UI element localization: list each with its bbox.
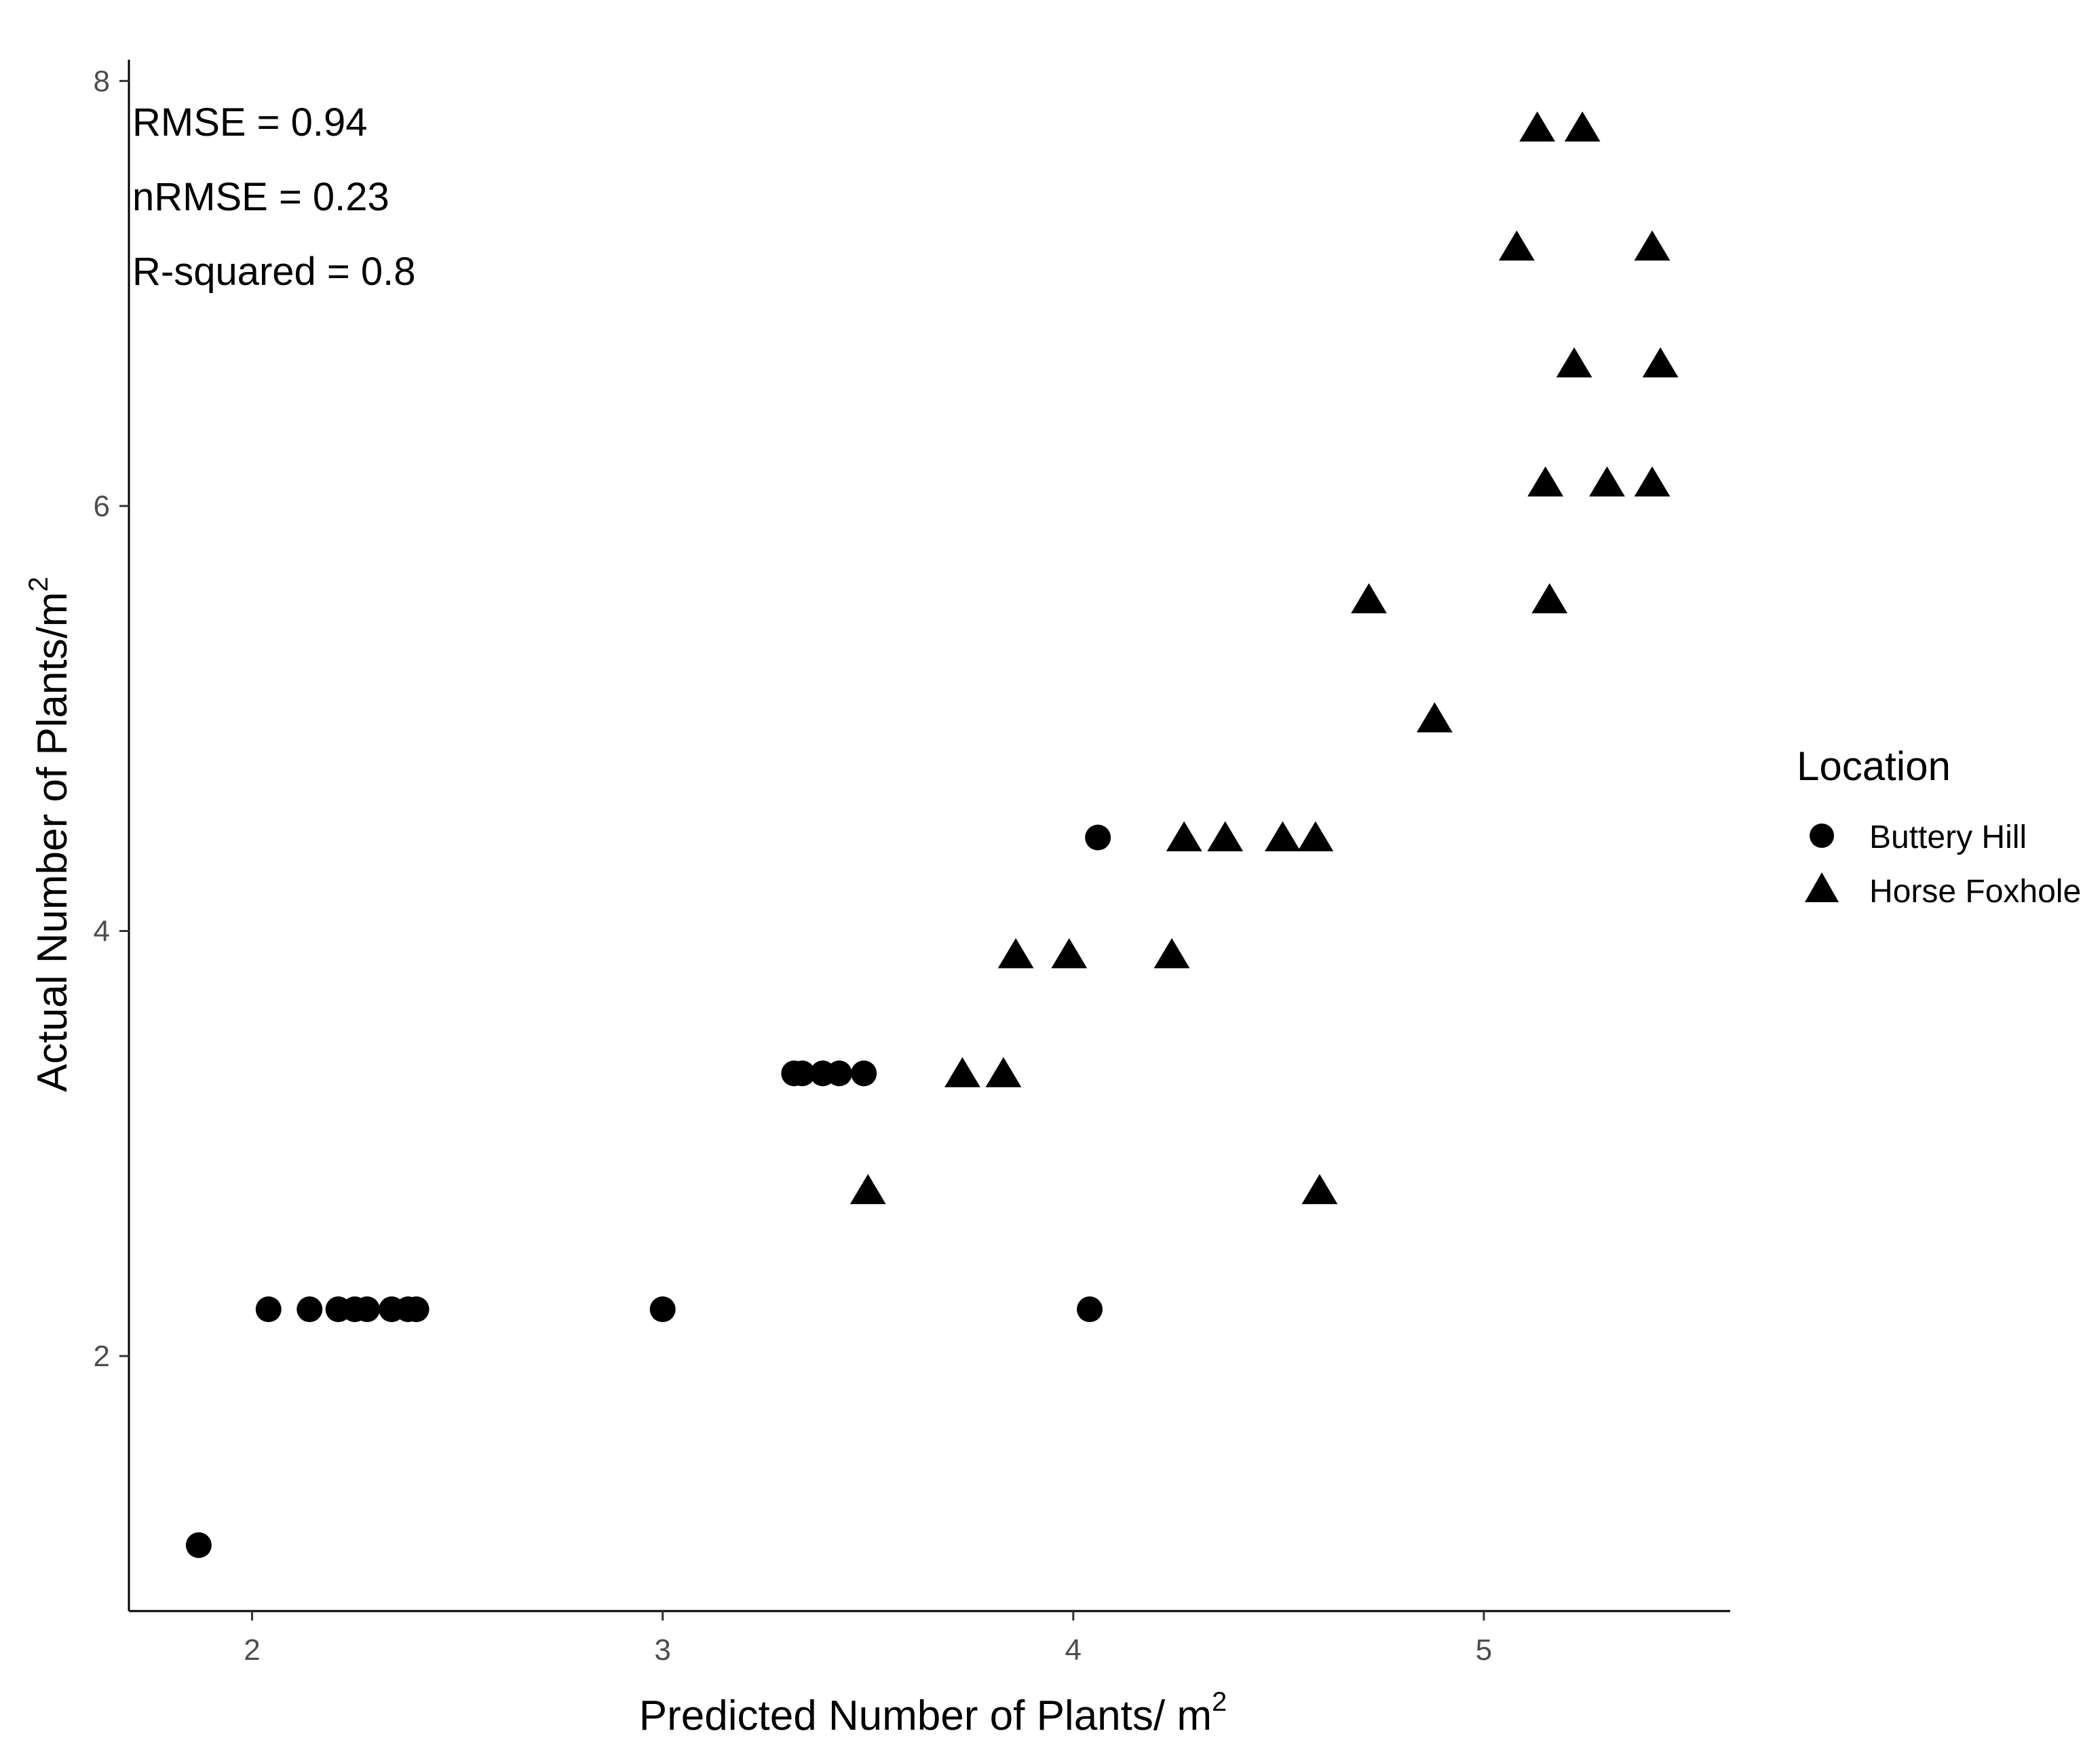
annotation-r-squared: R-squared = 0.8 xyxy=(132,250,416,294)
point-horse-foxhole xyxy=(1351,583,1387,614)
legend-key-horse-foxhole xyxy=(1805,872,1839,902)
data-points xyxy=(185,111,1679,1558)
point-buttery-hill xyxy=(297,1296,323,1323)
point-buttery-hill xyxy=(403,1296,429,1323)
point-horse-foxhole xyxy=(1498,230,1535,261)
annotation-rmse: RMSE = 0.94 xyxy=(132,100,368,144)
y-axis-title-text: Actual Number of Plants/m xyxy=(29,592,76,1091)
point-horse-foxhole xyxy=(1519,111,1555,142)
x-axis-title-superscript: 2 xyxy=(1212,1687,1227,1717)
point-buttery-hill xyxy=(1077,1296,1103,1323)
point-horse-foxhole xyxy=(1642,347,1679,378)
point-horse-foxhole xyxy=(944,1057,980,1087)
point-horse-foxhole xyxy=(849,1174,886,1205)
point-horse-foxhole xyxy=(1634,230,1671,261)
point-horse-foxhole xyxy=(1301,1174,1338,1205)
x-tick-label: 2 xyxy=(244,1633,260,1667)
x-tick-label: 5 xyxy=(1476,1633,1492,1667)
point-buttery-hill xyxy=(255,1296,282,1323)
point-horse-foxhole xyxy=(1634,466,1671,497)
point-horse-foxhole xyxy=(985,1057,1022,1087)
point-horse-foxhole xyxy=(1531,583,1568,614)
x-axis-title: Predicted Number of Plants/ m2 xyxy=(639,1687,1227,1739)
point-buttery-hill xyxy=(789,1060,816,1087)
legend-label-buttery-hill: Buttery Hill xyxy=(1869,819,2027,855)
point-horse-foxhole xyxy=(1589,466,1625,497)
point-buttery-hill xyxy=(185,1532,212,1558)
point-buttery-hill xyxy=(851,1060,877,1087)
legend-label-horse-foxhole: Horse Foxhole xyxy=(1869,874,2081,910)
point-buttery-hill xyxy=(826,1060,852,1087)
point-horse-foxhole xyxy=(1207,821,1244,852)
point-buttery-hill xyxy=(649,1296,676,1323)
point-horse-foxhole xyxy=(1297,821,1334,852)
y-tick-label: 6 xyxy=(94,490,110,523)
point-horse-foxhole xyxy=(1051,937,1088,969)
point-horse-foxhole xyxy=(1416,702,1453,733)
legend-title: Location xyxy=(1797,743,1951,789)
x-ticks: 2 3 4 5 xyxy=(244,1611,1492,1667)
y-ticks: 2 4 6 8 xyxy=(94,64,129,1373)
legend: Location Buttery Hill Horse Foxhole xyxy=(1797,743,2081,910)
y-tick-label: 4 xyxy=(94,914,110,948)
y-tick-label: 8 xyxy=(94,64,110,98)
point-horse-foxhole xyxy=(1265,821,1301,852)
point-horse-foxhole xyxy=(1556,347,1592,378)
y-axis-title-superscript: 2 xyxy=(24,577,54,592)
point-buttery-hill xyxy=(1085,824,1111,851)
legend-key-buttery-hill xyxy=(1810,823,1834,848)
point-buttery-hill xyxy=(354,1296,380,1323)
x-tick-label: 3 xyxy=(654,1633,670,1667)
annotation-nrmse: nRMSE = 0.23 xyxy=(132,175,389,219)
point-horse-foxhole xyxy=(1153,937,1190,969)
point-horse-foxhole xyxy=(1166,821,1202,852)
x-axis-title-text: Predicted Number of Plants/ m xyxy=(639,1692,1212,1739)
point-horse-foxhole xyxy=(1564,111,1601,142)
point-horse-foxhole xyxy=(997,937,1034,969)
point-horse-foxhole xyxy=(1527,466,1564,497)
x-tick-label: 4 xyxy=(1065,1633,1082,1667)
y-tick-label: 2 xyxy=(94,1340,110,1373)
y-axis-title: Actual Number of Plants/m2 xyxy=(24,577,76,1092)
